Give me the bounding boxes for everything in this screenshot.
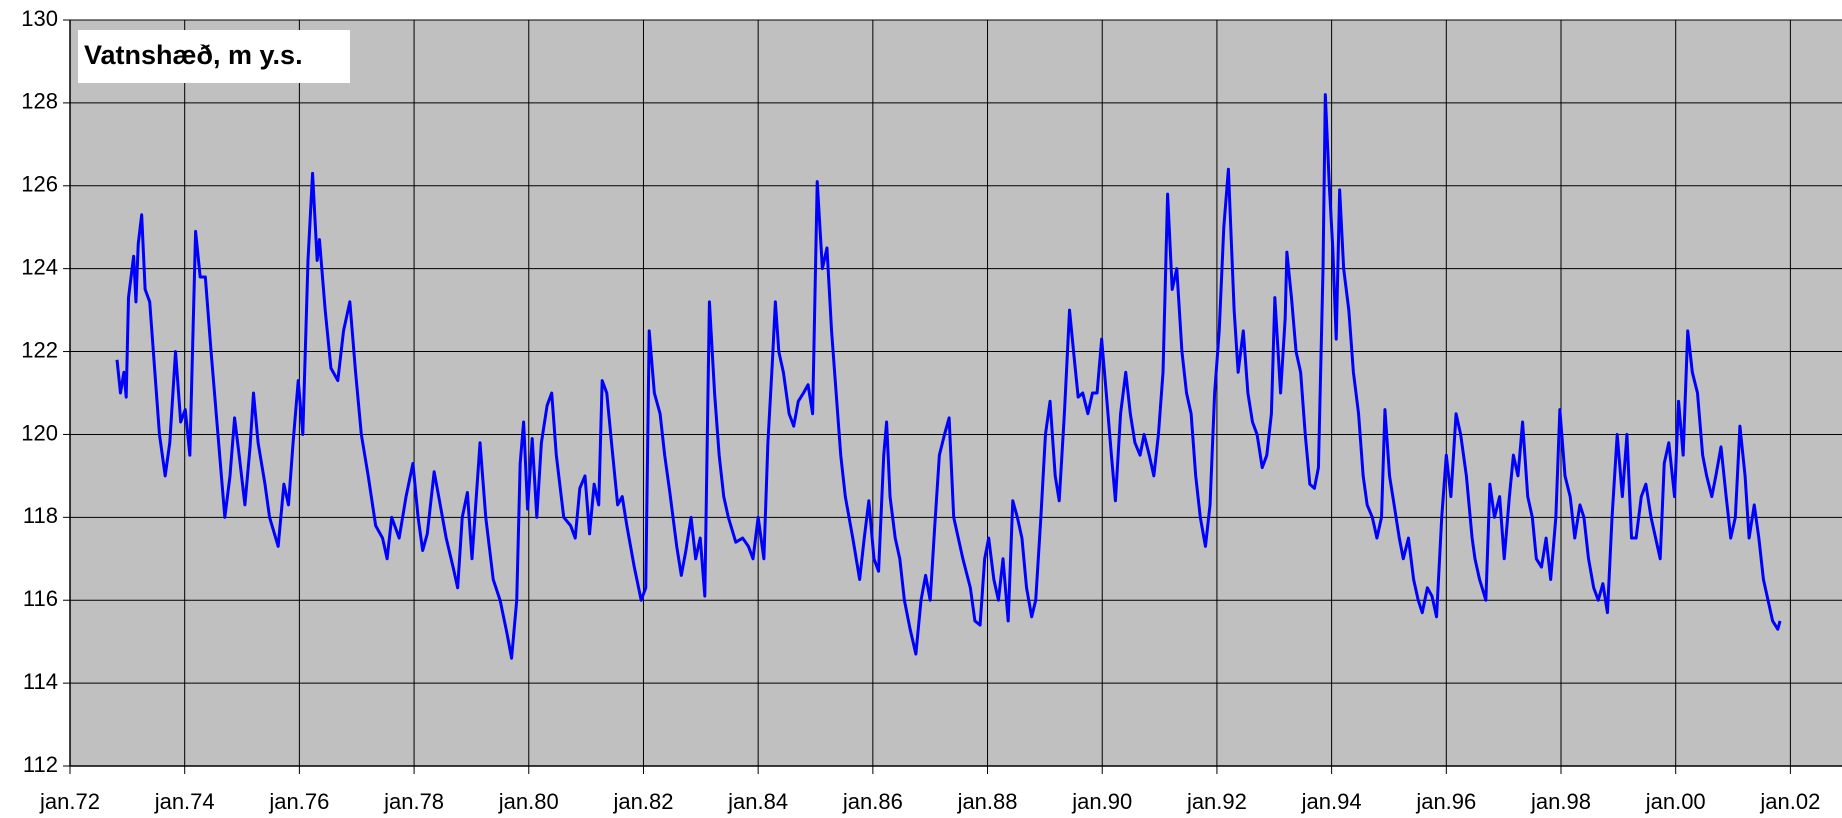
x-tick-label: jan.76 xyxy=(268,789,329,814)
x-tick-label: jan.88 xyxy=(957,789,1018,814)
x-tick-label: jan.90 xyxy=(1071,789,1132,814)
plot-area: 112 114 116 118 120 122 124 126 128 130 jan.72 jan.… xyxy=(21,6,1842,814)
y-tick-label: 120 xyxy=(21,420,58,445)
x-tick-label: jan.84 xyxy=(727,789,788,814)
x-tick-label: jan.92 xyxy=(1186,789,1247,814)
title-box xyxy=(78,30,350,83)
x-tick-label: jan.86 xyxy=(842,789,903,814)
y-tick-label: 124 xyxy=(21,254,58,279)
x-tick-label: jan.78 xyxy=(383,789,444,814)
plot-background xyxy=(70,20,1842,766)
y-tick-label: 114 xyxy=(23,669,58,694)
chart-title: Vatnshæð, m y.s. xyxy=(84,40,303,70)
y-tick-label: 126 xyxy=(21,172,58,197)
x-tick-label: jan.00 xyxy=(1645,789,1706,814)
y-tick-label: 112 xyxy=(23,752,58,777)
x-tick-label: jan.94 xyxy=(1301,789,1362,814)
x-tick-label: jan.96 xyxy=(1415,789,1476,814)
x-tick-label: jan.72 xyxy=(39,789,100,814)
x-tick-label: jan.82 xyxy=(612,789,673,814)
x-tick-label: jan.80 xyxy=(498,789,559,814)
y-tick-label: 130 xyxy=(21,6,58,31)
x-tick-label: jan.74 xyxy=(154,789,215,814)
y-tick-label: 118 xyxy=(23,503,58,528)
data-line xyxy=(115,93,1782,660)
y-tick-label: 116 xyxy=(23,586,58,611)
x-tick-label: jan.02 xyxy=(1759,789,1820,814)
y-tick-label: 128 xyxy=(21,89,58,114)
x-tick-label: jan.98 xyxy=(1530,789,1591,814)
y-tick-label: 122 xyxy=(21,337,58,362)
